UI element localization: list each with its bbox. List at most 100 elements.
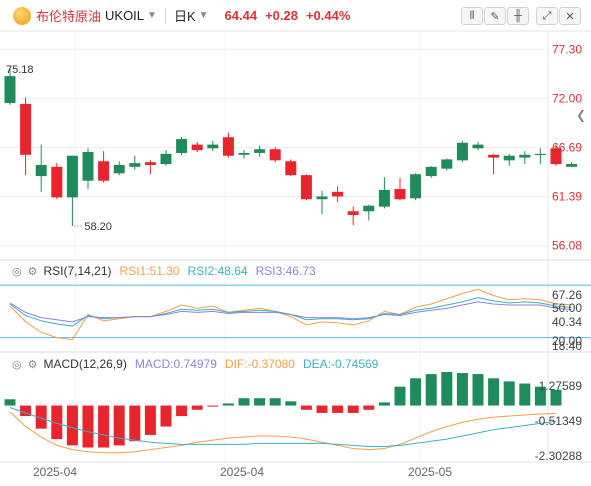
macd-title: MACD(12,26,9) [43,357,127,371]
macd-bar [300,405,312,410]
rsi-line-1 [9,288,572,341]
chevron-down-icon[interactable]: ▼ [198,10,209,21]
period-selector[interactable]: 日K [173,9,196,24]
rsi3-value: RSI3:46.73 [255,264,316,278]
rsi-title: RSI(7,14,21) [43,264,112,278]
y-tick-label: 61.39 [552,190,582,204]
macd-bar [176,405,188,417]
candle-body [113,164,125,174]
macd-bar [441,372,453,406]
macd-bar [66,405,78,446]
macd-bar [394,386,406,406]
candle-body [254,149,266,153]
candle-body [566,164,578,167]
candle-body [238,152,250,155]
low-annotation: 58.20 [84,221,112,233]
candle-body [410,174,422,199]
candle-body [347,211,359,215]
macd-bar [207,405,219,407]
candle-body [191,144,203,151]
macd-bar [550,389,562,406]
macd-bar [347,405,359,413]
macd-y-tick-label: 1.27589 [539,379,583,393]
macd-bar [98,405,110,448]
high-annotation: 75.18 [6,64,34,76]
macd-bar [35,405,47,429]
macd-bar [51,405,63,440]
candle-body [472,144,484,149]
candle-body [160,153,172,165]
macd-bar [488,378,500,406]
macd-bar [316,405,328,413]
candle-body [222,137,234,156]
y-tick-label: 56.08 [552,239,582,253]
macd-bar [285,401,297,406]
settings-icon[interactable]: ⚙ [27,358,38,371]
macd-bar [82,405,94,448]
divider [164,7,166,24]
candle-body [129,163,141,167]
rsi-y-tick-label: 67.26 [552,288,582,302]
x-tick-label: 2025-04 [33,465,77,479]
draw-icon[interactable]: ✎ [484,7,506,25]
candle-body [66,155,78,198]
candle-type-icon[interactable]: ╫ [507,7,529,25]
macd-bar [113,405,125,446]
candle-body [144,162,156,165]
macd-value: MACD:0.74979 [134,357,217,371]
dif-line [9,411,557,454]
macd-bar [534,386,546,406]
macd-bar [456,373,468,406]
dea-line [9,407,557,447]
macd-bar [4,399,16,406]
rsi-legend: ◎ ⚙ RSI(7,14,21) RSI1:51.30 RSI2:48.64 R… [0,264,324,278]
macd-bar [410,378,422,406]
candle-body [51,166,63,198]
candle-body [4,76,16,103]
macd-bar [191,405,203,410]
rsi-line-2 [9,297,572,327]
candle-body [456,142,468,161]
candle-body [363,205,375,212]
rsi-y-tick-label: 50.00 [552,301,582,315]
symbol-code[interactable]: UKOIL [105,8,145,23]
price-change: +0.28 [265,8,298,23]
chevron-down-icon[interactable]: ▼ [147,10,157,21]
candle-body [285,161,297,176]
expand-icon[interactable]: ⤢ [536,7,558,25]
coin-icon [13,6,31,25]
y-tick-label: 77.30 [552,42,582,56]
macd-bar [472,374,484,406]
candle-body [425,166,437,177]
dif-value: DIF:-0.37080 [224,357,295,371]
macd-bar [519,383,531,406]
indicator-icon[interactable]: ⫴ [461,7,483,25]
candle-body [394,189,406,200]
macd-bar [222,403,234,406]
macd-bar [269,398,281,406]
macd-legend: ◎ ⚙ MACD(12,26,9) MACD:0.74979 DIF:-0.37… [0,357,386,371]
eye-icon[interactable]: ◎ [12,358,22,371]
macd-bar [129,405,141,442]
macd-y-tick-label: -2.30288 [535,449,583,463]
price-change-percent: +0.44% [305,8,351,23]
x-tick-label: 2025-04 [220,465,264,479]
candle-body [378,189,390,207]
y-tick-label: 72.00 [552,91,582,105]
candle-body [269,149,281,161]
macd-bar [160,405,172,427]
eye-icon[interactable]: ◎ [12,265,22,278]
symbol-name[interactable]: 布伦特原油 [36,9,102,24]
macd-bar [20,405,32,417]
candle-body [316,196,328,200]
candle-body [332,191,344,197]
candle-body [550,148,562,165]
chevron-left-icon[interactable]: ❮ [576,108,587,122]
close-icon[interactable]: ✕ [559,7,581,25]
candle-body [176,139,188,153]
rsi1-value: RSI1:51.30 [119,264,180,278]
x-tick-label: 2025-05 [408,465,452,479]
settings-icon[interactable]: ⚙ [27,265,38,278]
candle-body [82,152,94,181]
